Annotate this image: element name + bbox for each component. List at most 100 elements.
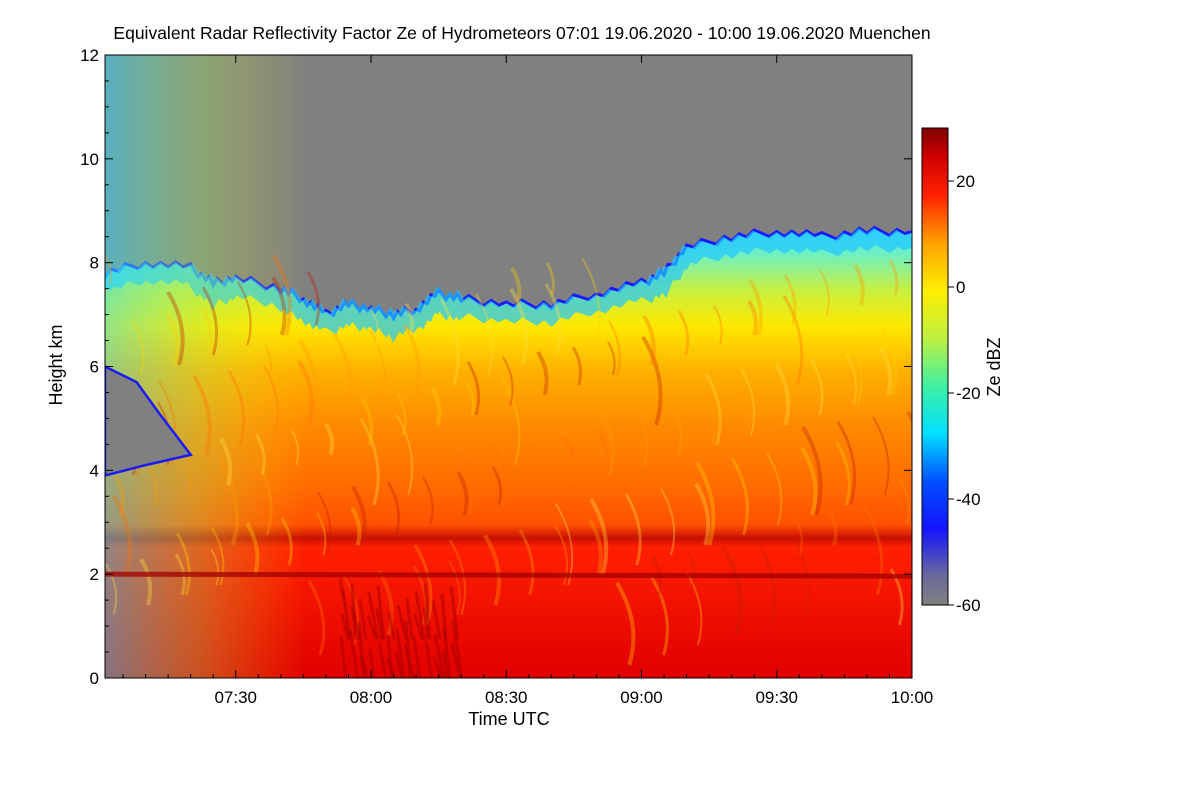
x-tick-label: 10:00 xyxy=(891,688,934,707)
x-axis-label: Time UTC xyxy=(468,709,549,729)
fall-streak xyxy=(528,440,541,496)
chart-title: Equivalent Radar Reflectivity Factor Ze … xyxy=(113,23,930,43)
fall-streak xyxy=(704,373,722,446)
fall-streak xyxy=(554,524,568,586)
dense-precip-streak xyxy=(358,599,368,640)
fall-streak xyxy=(254,433,266,476)
fall-streak xyxy=(536,350,549,396)
dense-precip-streak xyxy=(404,621,412,678)
fall-streak xyxy=(105,563,118,616)
y-tick-label: 6 xyxy=(90,358,99,377)
fall-streak xyxy=(819,269,830,316)
fall-streak xyxy=(730,457,749,536)
fall-streak xyxy=(721,545,743,636)
fall-streak xyxy=(634,404,648,466)
fall-streak xyxy=(862,505,884,596)
fall-streak xyxy=(219,437,233,486)
fall-streak xyxy=(264,344,272,376)
y-axis-label: Height km xyxy=(46,324,66,405)
dense-precip-streak xyxy=(394,651,404,678)
fall-streak xyxy=(668,398,683,456)
fall-streak xyxy=(396,392,407,436)
fall-streak xyxy=(677,310,690,356)
y-tick-label: 0 xyxy=(90,669,99,688)
fall-streak xyxy=(650,577,669,656)
x-tick-label: 07:30 xyxy=(214,688,257,707)
dense-precip-streak xyxy=(450,643,462,678)
fall-streak xyxy=(200,307,213,356)
fall-streak xyxy=(898,500,912,586)
fall-streak xyxy=(413,544,433,626)
dense-precip-streak xyxy=(339,636,348,678)
fall-streak xyxy=(263,365,279,436)
dense-precip-streak xyxy=(341,590,352,640)
fall-streak xyxy=(280,517,293,566)
dense-precip-streak xyxy=(412,637,422,678)
fall-streak xyxy=(642,314,656,366)
dense-precip-streak xyxy=(405,598,414,640)
fall-streak xyxy=(297,359,314,426)
fall-streak xyxy=(483,533,501,606)
dense-precip-streak xyxy=(386,635,394,678)
fall-streak xyxy=(501,377,521,466)
fall-streak xyxy=(581,257,601,346)
fall-streak xyxy=(370,308,380,346)
fall-streak xyxy=(395,413,414,496)
fall-streak xyxy=(846,332,863,406)
dense-precip-streak xyxy=(423,584,432,640)
dense-precip-streak xyxy=(442,627,452,678)
dense-precip-streak xyxy=(377,642,388,678)
fall-streak xyxy=(457,449,474,516)
colorbar-label: Ze dBZ xyxy=(984,337,1004,396)
fall-streak xyxy=(324,422,335,456)
fall-streak xyxy=(571,346,583,386)
dense-precip-streak xyxy=(375,608,384,640)
dense-precip-streak xyxy=(395,628,406,678)
fall-streak xyxy=(165,311,180,366)
dense-precip-streak xyxy=(357,622,366,678)
y-axis: 0 2 4 6 8 10 12 xyxy=(80,46,912,688)
y-tick-label: 2 xyxy=(90,565,99,584)
fall-streak xyxy=(272,254,292,336)
fall-streak xyxy=(598,409,615,476)
dense-precip-streak xyxy=(403,643,416,678)
fall-streak xyxy=(756,541,777,626)
dense-precip-streak xyxy=(413,613,424,640)
fall-streak xyxy=(800,446,818,516)
fall-streak xyxy=(836,421,857,506)
fall-streak xyxy=(845,353,858,406)
y-tick-label: 4 xyxy=(90,461,99,480)
fall-streak xyxy=(687,551,696,586)
x-axis: 07:30 08:00 08:30 09:00 09:30 10:00 xyxy=(122,55,934,707)
dense-precip-streak xyxy=(349,605,362,640)
fall-streak xyxy=(201,286,219,356)
fall-streak xyxy=(139,557,153,606)
fall-streaks xyxy=(105,254,912,678)
fall-streak xyxy=(782,295,804,386)
fall-streak xyxy=(783,274,797,326)
fall-streak xyxy=(475,293,494,376)
colorbar xyxy=(921,127,949,606)
fall-streak xyxy=(492,445,508,506)
melting-layer xyxy=(105,571,912,579)
fall-streak xyxy=(403,323,421,396)
fall-streak xyxy=(271,275,287,336)
y-tick-label: 10 xyxy=(80,150,99,169)
fall-streak xyxy=(175,532,191,596)
fall-streak xyxy=(608,320,621,376)
fall-streak xyxy=(748,278,763,336)
fall-streak xyxy=(112,494,132,576)
fall-streak xyxy=(210,548,220,586)
dense-precip-streak xyxy=(414,591,426,640)
dense-precip-streak xyxy=(359,655,370,678)
fall-streak xyxy=(686,572,703,646)
fall-streak xyxy=(131,317,145,376)
colorbar-tick-label: 20 xyxy=(956,172,975,191)
dense-precip-streak xyxy=(338,579,346,600)
fall-streak xyxy=(448,560,461,616)
fall-streak xyxy=(148,469,159,506)
fall-streak xyxy=(510,266,522,306)
fall-streak xyxy=(404,302,415,336)
lower-no-signal-gap xyxy=(105,365,193,477)
